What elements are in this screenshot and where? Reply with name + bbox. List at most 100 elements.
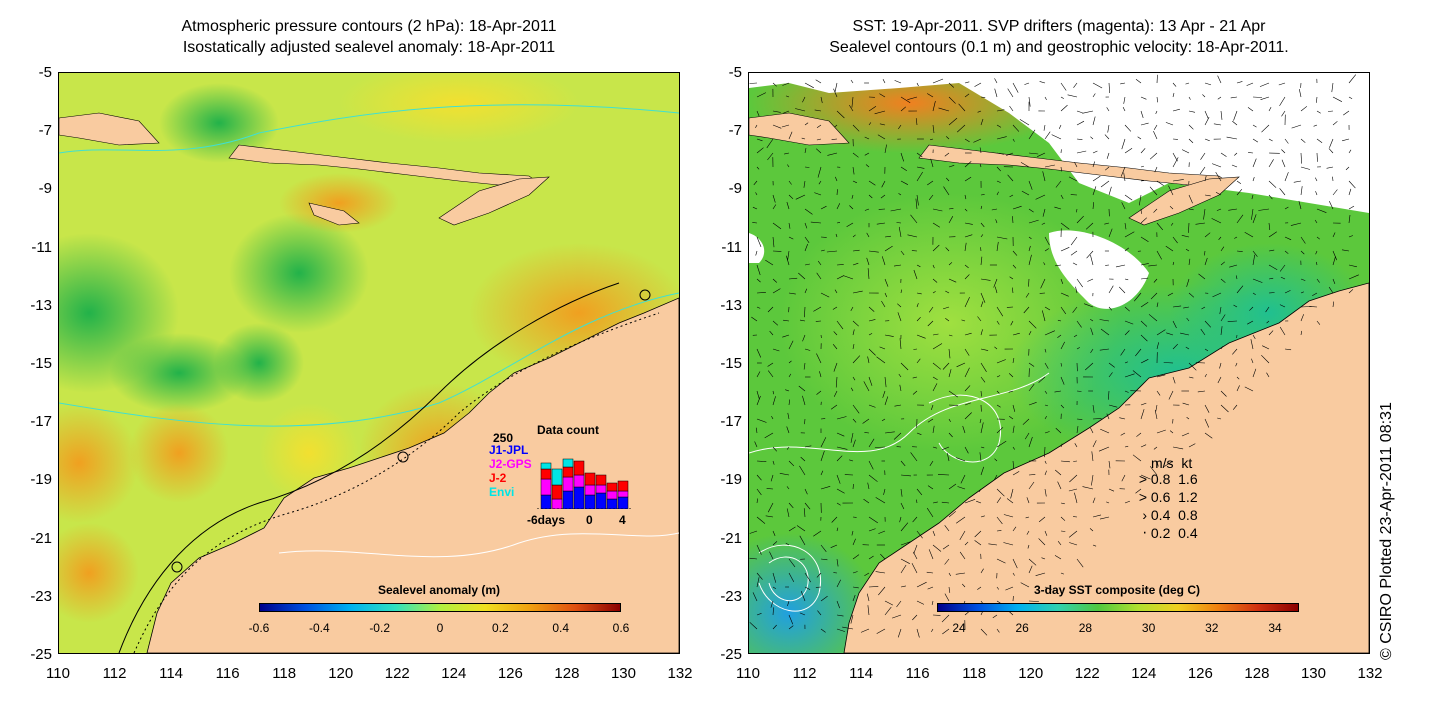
velocity-arrow <box>1156 329 1166 336</box>
velocity-arrow <box>1027 544 1030 549</box>
velocity-arrow <box>912 614 918 621</box>
velocity-arrow <box>980 301 984 308</box>
velocity-arrow <box>788 131 793 140</box>
velocity-arrow <box>769 551 774 560</box>
tide-gauge-marker <box>171 561 183 573</box>
velocity-arrow <box>881 300 886 308</box>
velocity-arrow <box>916 152 923 158</box>
velocity-arrow <box>836 446 848 450</box>
velocity-arrow <box>788 625 794 630</box>
right-title: SST: 19-Apr-2011. SVP drifters (magenta)… <box>748 16 1370 58</box>
velocity-arrow <box>772 320 779 326</box>
velocity-arrow <box>884 245 893 252</box>
velocity-arrow <box>1090 254 1094 266</box>
velocity-arrow <box>1268 330 1274 336</box>
velocity-arrow <box>964 412 972 420</box>
velocity-arrow <box>1044 131 1051 140</box>
velocity-arrow <box>1188 194 1193 204</box>
velocity-arrow <box>1069 542 1078 546</box>
velocity-arrow <box>943 306 950 310</box>
velocity-arrow <box>756 390 760 400</box>
velocity-arrow <box>964 296 970 308</box>
velocity-arrow <box>916 334 926 339</box>
velocity-arrow <box>1012 460 1015 469</box>
velocity-arrow <box>1028 236 1032 240</box>
velocity-arrow <box>1149 466 1158 476</box>
velocity-arrow <box>1068 530 1078 538</box>
x-tick-label: 132 <box>667 665 693 682</box>
velocity-arrow <box>868 180 876 186</box>
velocity-arrow <box>977 110 982 113</box>
velocity-arrow <box>756 474 762 481</box>
velocity-arrow <box>756 395 761 406</box>
velocity-arrow <box>826 250 838 253</box>
velocity-arrow <box>1092 82 1103 89</box>
velocity-arrow <box>927 586 934 590</box>
velocity-arrow <box>852 355 861 364</box>
velocity-arrow <box>836 455 843 462</box>
sst-map-svg <box>749 73 1369 653</box>
anomaly-blob <box>59 523 139 623</box>
velocity-arrow <box>1172 179 1184 182</box>
velocity-arrow <box>852 152 859 158</box>
velocity-arrow <box>1252 254 1255 266</box>
velocity-arrow <box>1215 171 1222 182</box>
velocity-arrow <box>836 203 841 210</box>
mission-label: J2-GPS <box>489 457 532 471</box>
velocity-arrow <box>1195 222 1206 225</box>
velocity-arrow <box>1025 292 1030 298</box>
velocity-arrow <box>1076 138 1083 140</box>
colorbar-tick-label: 26 <box>1015 621 1029 635</box>
velocity-arrow <box>1316 261 1318 266</box>
velocity-arrow <box>1132 370 1142 378</box>
velocity-arrow <box>913 269 918 280</box>
data-count-bar <box>584 494 596 509</box>
y-tick-label: -21 <box>720 529 742 547</box>
x-tick-label: 126 <box>497 665 523 682</box>
right-colorbar <box>937 603 1299 612</box>
velocity-arrow <box>868 460 874 470</box>
velocity-arrow <box>980 422 984 434</box>
velocity-arrow <box>868 555 874 560</box>
velocity-arrow <box>1106 501 1110 504</box>
velocity-arrow <box>980 292 986 303</box>
velocity-arrow <box>788 399 790 406</box>
island-timor <box>438 176 550 226</box>
sealevel-anomaly-map: Data count 250 J1-JPL J2-GPS J-2 Envi -6day… <box>58 72 680 654</box>
velocity-arrow <box>1028 481 1035 490</box>
velocity-arrow <box>996 586 1000 590</box>
velocity-arrow <box>852 418 857 423</box>
velocity-header-ms: m/s <box>1151 455 1174 471</box>
velocity-arrow <box>1268 292 1275 294</box>
velocity-arrow <box>1220 326 1223 336</box>
velocity-kt-value: 1.6 <box>1178 471 1198 487</box>
velocity-arrow <box>928 194 934 201</box>
velocity-arrow <box>1044 96 1047 101</box>
velocity-arrow <box>814 109 822 112</box>
y-tick-label: -15 <box>720 355 742 372</box>
velocity-arrow <box>945 318 950 322</box>
velocity-arrow <box>1076 426 1079 434</box>
velocity-arrow <box>1284 206 1289 210</box>
data-count-bar <box>606 482 618 492</box>
velocity-arrow <box>1044 348 1047 353</box>
velocity-arrow <box>804 488 808 495</box>
velocity-arrow <box>864 136 870 140</box>
velocity-arrow <box>955 572 966 575</box>
velocity-arrow <box>1164 460 1174 467</box>
velocity-kt-value: 1.2 <box>1178 489 1198 505</box>
velocity-arrow <box>1331 82 1334 93</box>
velocity-arrow <box>1140 277 1149 280</box>
velocity-arrow <box>1060 572 1065 575</box>
velocity-arrow <box>1252 214 1257 224</box>
velocity-arrow <box>815 148 822 154</box>
velocity-arrow <box>897 312 902 322</box>
data-count-bar <box>595 492 607 509</box>
x-tick-label: 112 <box>102 665 127 682</box>
velocity-arrow <box>884 144 887 154</box>
velocity-arrow <box>788 236 794 240</box>
velocity-arrow <box>996 241 999 252</box>
velocity-arrow <box>835 176 838 182</box>
data-count-bar <box>595 484 607 494</box>
velocity-arrow <box>813 306 822 312</box>
